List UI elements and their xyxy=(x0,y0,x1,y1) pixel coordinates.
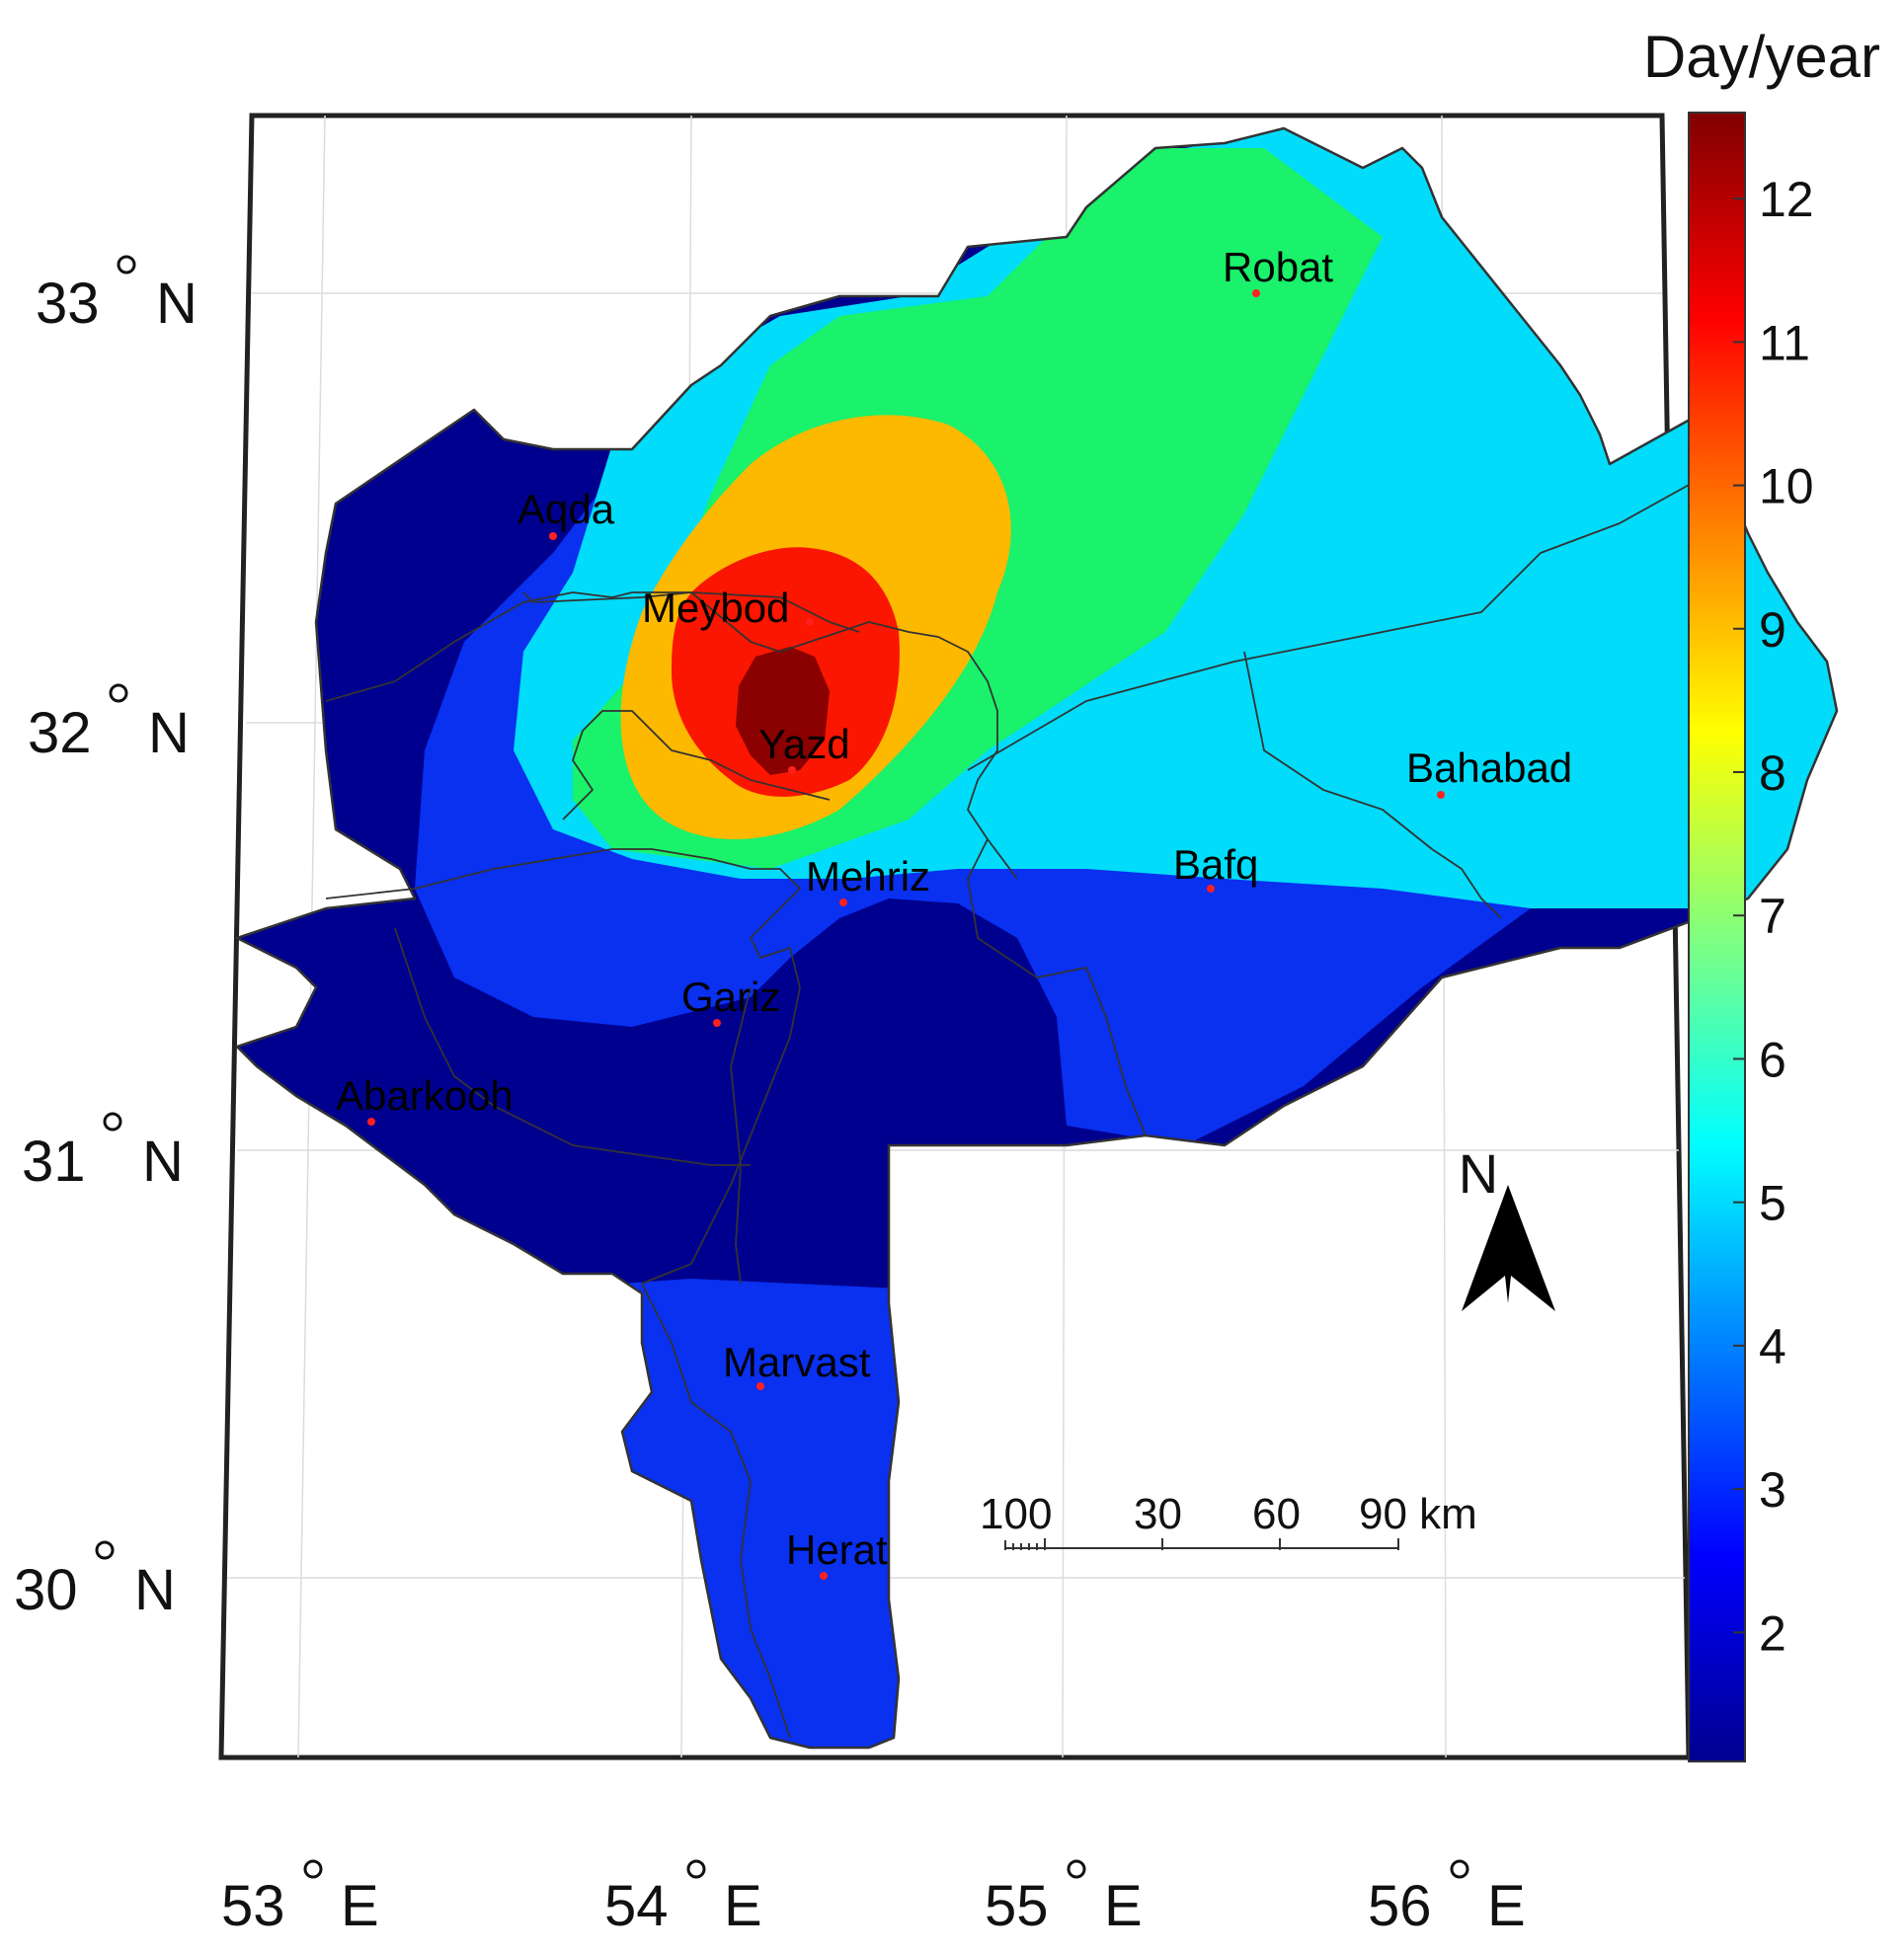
colorbar-title: Day/year xyxy=(1643,24,1880,90)
province-boundary xyxy=(235,126,1839,1750)
city-dot-aqda xyxy=(549,532,557,540)
colorbar-tick-label-3: 3 xyxy=(1759,1462,1786,1518)
city-label-bafq: Bafq xyxy=(1173,841,1258,888)
lat-label-32: 32 N xyxy=(28,683,190,765)
lon-hemi: E xyxy=(341,1874,379,1938)
colorbar: Day/year 2 3 4 5 6 7 8 9 10 11 12 xyxy=(1643,24,1880,1762)
lon-deg: 56 xyxy=(1368,1874,1432,1938)
city-label-bahabad: Bahabad xyxy=(1406,744,1572,791)
city-markers xyxy=(367,289,1445,1580)
degree-symbol xyxy=(95,1540,115,1560)
city-dot-gariz xyxy=(713,1019,721,1027)
city-dot-robat xyxy=(1252,289,1260,297)
lat-label-31: 31 N xyxy=(22,1112,184,1194)
city-label-robat: Robat xyxy=(1223,244,1333,290)
degree-symbol xyxy=(109,683,128,703)
colorbar-tick-label-9: 9 xyxy=(1759,602,1786,658)
colorbar-tick-label-12: 12 xyxy=(1759,172,1814,227)
lat-hemi: N xyxy=(142,1130,184,1194)
lat-deg: 33 xyxy=(36,272,100,336)
latitude-labels: 33 N 32 N 31 N 30 N xyxy=(14,255,198,1622)
zone-level-8 xyxy=(736,647,830,775)
city-label-aqda: Aqda xyxy=(517,486,615,532)
lat-deg: 30 xyxy=(14,1558,78,1622)
scale-bar-ticks xyxy=(1004,1538,1399,1550)
lon-hemi: E xyxy=(724,1874,762,1938)
lon-label-53: 53 E xyxy=(221,1859,379,1938)
city-label-mehriz: Mehriz xyxy=(806,853,930,899)
scale-label-60: 60 xyxy=(1252,1490,1301,1538)
city-label-herat: Herat xyxy=(786,1526,888,1573)
colorbar-gradient xyxy=(1688,112,1746,1762)
north-arrow-label: N xyxy=(1459,1142,1498,1205)
city-dot-yazd xyxy=(788,766,796,774)
degree-symbol xyxy=(1450,1859,1469,1879)
city-dot-marvast xyxy=(756,1382,764,1390)
city-dot-abarkooh xyxy=(367,1118,375,1126)
colorbar-tick-label-11: 11 xyxy=(1759,315,1810,370)
colorbar-tick-label-6: 6 xyxy=(1759,1032,1786,1087)
colorbar-ticks: 2 3 4 5 6 7 8 9 10 11 12 xyxy=(1733,172,1814,1661)
city-dot-mehriz xyxy=(839,899,847,906)
district-boundaries xyxy=(325,463,1739,1739)
lat-label-33: 33 N xyxy=(36,255,198,336)
longitude-labels: 53 E 54 E 55 E 56 E xyxy=(221,1859,1526,1938)
colorbar-tick-label-8: 8 xyxy=(1759,745,1786,801)
colorbar-tick-label-7: 7 xyxy=(1759,889,1786,944)
city-dot-herat xyxy=(820,1572,828,1580)
lon-hemi: E xyxy=(1487,1874,1526,1938)
scale-label-30: 30 xyxy=(1134,1490,1182,1538)
colorbar-tick-label-10: 10 xyxy=(1759,459,1814,514)
colorbar-tick-label-5: 5 xyxy=(1759,1176,1786,1231)
scale-label-90: 90 km xyxy=(1359,1490,1477,1538)
lon-deg: 54 xyxy=(604,1874,669,1938)
lon-hemi: E xyxy=(1104,1874,1143,1938)
lat-label-30: 30 N xyxy=(14,1540,176,1622)
lon-label-55: 55 E xyxy=(985,1859,1143,1938)
city-label-abarkooh: Abarkooh xyxy=(336,1072,514,1119)
city-dot-bahabad xyxy=(1437,791,1445,799)
city-dot-meybod xyxy=(806,618,814,626)
degree-symbol xyxy=(103,1112,122,1132)
lat-hemi: N xyxy=(148,701,190,765)
north-arrow: N xyxy=(1459,1142,1555,1311)
colorbar-tick-label-2: 2 xyxy=(1759,1605,1786,1661)
lat-deg: 31 xyxy=(22,1130,86,1194)
degree-symbol xyxy=(686,1859,706,1879)
city-dot-bafq xyxy=(1207,885,1215,893)
city-label-yazd: Yazd xyxy=(758,721,850,767)
degree-symbol xyxy=(303,1859,323,1879)
degree-symbol xyxy=(117,255,136,274)
lon-deg: 55 xyxy=(985,1874,1049,1938)
lat-hemi: N xyxy=(134,1558,176,1622)
scale-label-100: 100 xyxy=(980,1490,1052,1538)
city-label-meybod: Meybod xyxy=(642,585,789,631)
lat-hemi: N xyxy=(156,272,198,336)
lon-label-56: 56 E xyxy=(1368,1859,1526,1938)
city-label-marvast: Marvast xyxy=(723,1339,871,1385)
colorbar-tick-label-4: 4 xyxy=(1759,1319,1786,1374)
lat-deg: 32 xyxy=(28,701,92,765)
north-arrow-icon xyxy=(1462,1185,1555,1311)
scale-bar: 100 30 60 90 km xyxy=(980,1490,1477,1550)
city-label-gariz: Gariz xyxy=(681,974,780,1020)
city-labels: Robat Aqda Meybod Yazd Bahabad Bafq Mehriz Gari… xyxy=(336,244,1572,1573)
degree-symbol xyxy=(1067,1859,1086,1879)
lon-label-54: 54 E xyxy=(604,1859,762,1938)
lon-deg: 53 xyxy=(221,1874,285,1938)
